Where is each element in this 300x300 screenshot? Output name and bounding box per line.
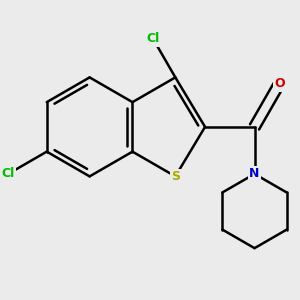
Text: O: O [274, 77, 285, 90]
Text: S: S [171, 170, 180, 183]
Text: N: N [249, 167, 260, 180]
Text: Cl: Cl [146, 32, 160, 45]
Text: Cl: Cl [2, 167, 15, 180]
